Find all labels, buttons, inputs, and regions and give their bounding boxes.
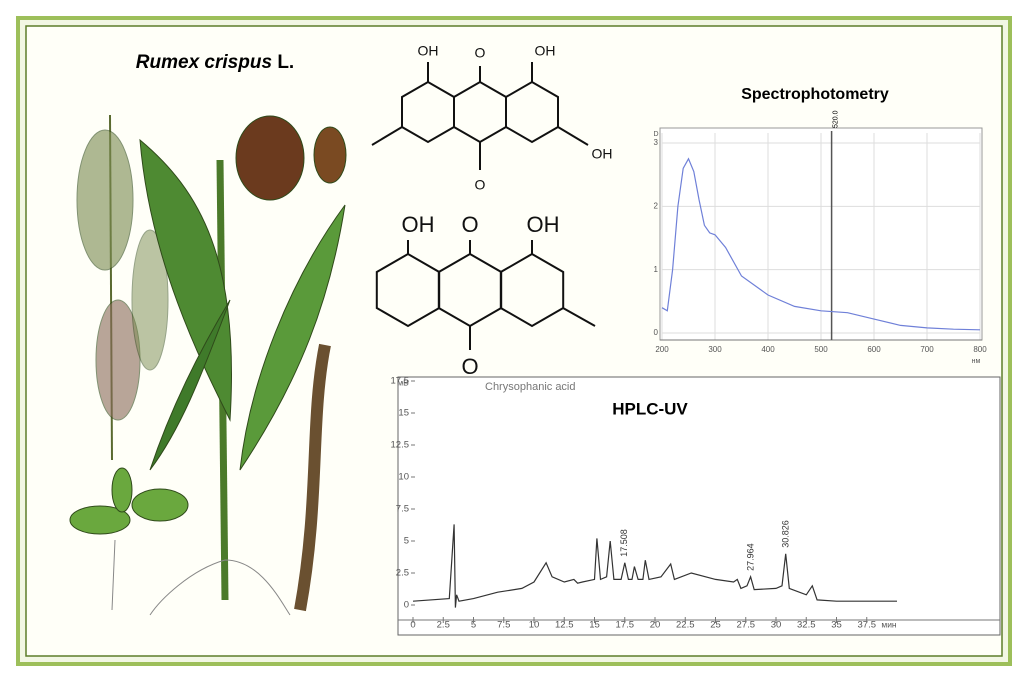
chart-title: Spectrophotometry [741, 86, 889, 103]
series-name: Chrysophanic acid [485, 381, 576, 393]
ring [505, 80, 559, 144]
species: Rumex crispus [136, 52, 272, 73]
x-tick-label: 22.5 [676, 620, 695, 631]
atom-label: OH [402, 212, 435, 237]
x-tick-label: 10 [529, 620, 540, 631]
peak-label: 30.826 [780, 520, 790, 548]
x-axis-label: мин [881, 619, 897, 629]
x-axis-label: нм [972, 358, 981, 365]
authority: L. [277, 52, 294, 73]
y-tick-label: 0 [654, 328, 659, 337]
atom-label: OH [418, 43, 439, 59]
atom-label: O [461, 354, 478, 379]
plant-title: Rumex crispus L. [136, 52, 294, 73]
atom-label: OH [592, 146, 613, 162]
marker-label: 520.0 [832, 110, 839, 128]
x-tick-label: 27.5 [737, 620, 756, 631]
x-tick-label: 5 [471, 620, 476, 631]
y-tick-label: 5 [404, 536, 409, 547]
atom-label: O [461, 212, 478, 237]
y-tick-label: 2.5 [396, 568, 409, 579]
x-tick-label: 37.5 [858, 620, 877, 631]
y-tick-label: 1 [654, 265, 659, 274]
x-tick-label: 400 [761, 345, 775, 354]
peak-label: 27.964 [746, 543, 756, 571]
y-tick-label: 2 [654, 201, 659, 210]
y-tick-label: 17.5 [391, 376, 410, 387]
bond [371, 126, 403, 146]
atom-label: OH [535, 43, 556, 59]
x-tick-label: 300 [708, 345, 722, 354]
y-tick-label: 15 [398, 408, 409, 419]
x-tick-label: 32.5 [797, 620, 816, 631]
x-tick-label: 700 [920, 345, 934, 354]
x-tick-label: 15 [589, 620, 600, 631]
peak-label: 17.508 [619, 529, 629, 557]
y-tick-label: 7.5 [396, 504, 409, 515]
x-tick-label: 200 [655, 345, 669, 354]
plant-illustration [69, 114, 347, 616]
y-tick-label: 0 [404, 600, 409, 611]
x-tick-label: 35 [831, 620, 842, 631]
chemical-structures [371, 62, 596, 350]
x-tick-label: 7.5 [497, 620, 510, 631]
y-tick-label: 10 [398, 472, 409, 483]
atom-label: O [475, 45, 486, 61]
y-axis-label: D [653, 131, 658, 138]
x-tick-label: 600 [867, 345, 881, 354]
y-axis-label: мВ [397, 377, 409, 387]
x-tick-label: 500 [814, 345, 828, 354]
bond [557, 126, 589, 146]
y-tick-label: 12.5 [391, 440, 410, 451]
atom-label: O [475, 177, 486, 193]
x-tick-label: 800 [973, 345, 987, 354]
y-tick-label: 3 [654, 138, 659, 147]
x-tick-label: 12.5 [555, 620, 574, 631]
ring [499, 252, 565, 328]
x-tick-label: 2.5 [437, 620, 450, 631]
x-tick-label: 0 [410, 620, 415, 631]
series-line [661, 157, 981, 331]
atom-label: OH [527, 212, 560, 237]
chart-frame [397, 376, 1001, 636]
x-tick-label: 25 [710, 620, 721, 631]
bond [562, 307, 596, 327]
x-tick-label: 30 [771, 620, 782, 631]
x-tick-label: 20 [650, 620, 661, 631]
x-tick-label: 17.5 [616, 620, 635, 631]
chart-title: HPLC-UV [612, 399, 688, 418]
series-line [412, 524, 897, 608]
